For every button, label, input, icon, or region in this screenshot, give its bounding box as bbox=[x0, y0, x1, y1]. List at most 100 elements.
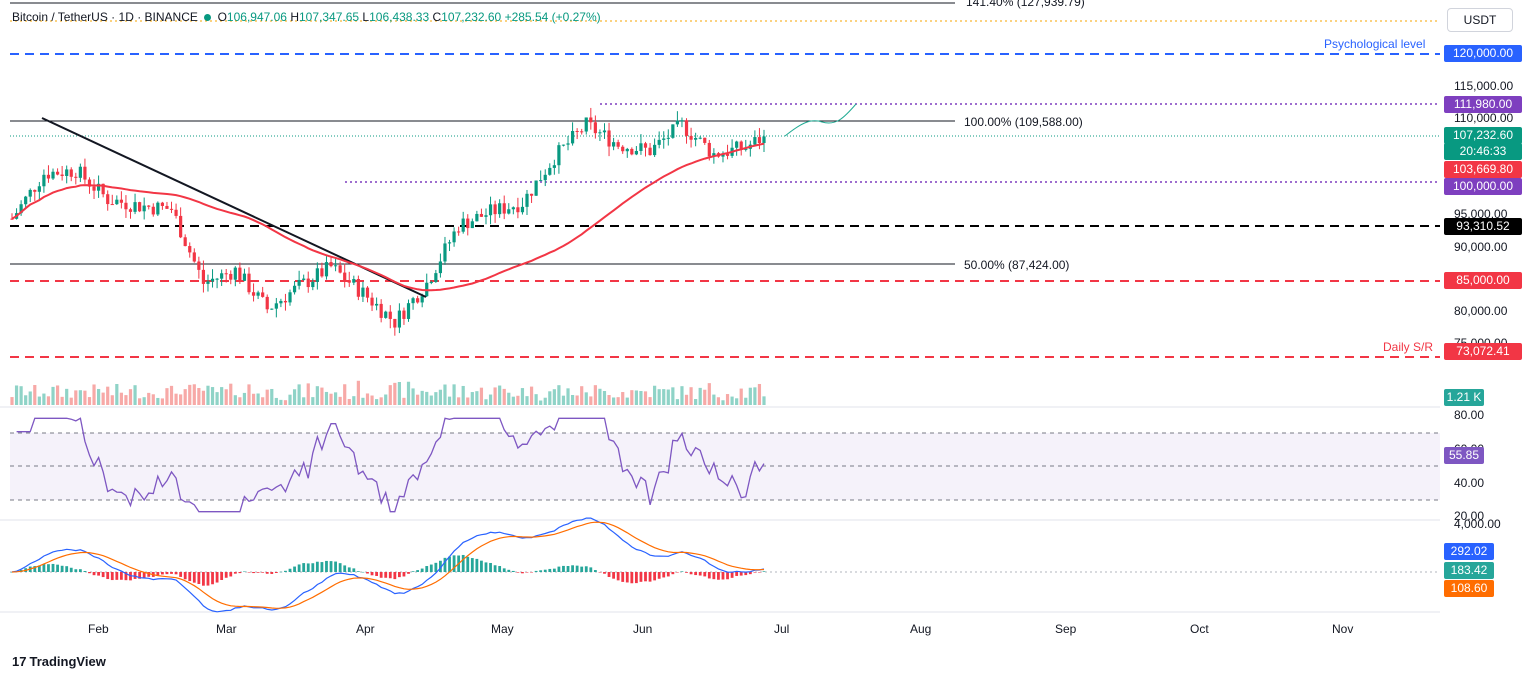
candle[interactable] bbox=[256, 292, 260, 296]
candle[interactable] bbox=[365, 287, 370, 298]
candle[interactable] bbox=[311, 281, 315, 288]
candle[interactable] bbox=[292, 285, 297, 293]
candle[interactable] bbox=[757, 137, 762, 144]
candle[interactable] bbox=[507, 209, 511, 214]
candle[interactable] bbox=[42, 174, 46, 187]
candle[interactable] bbox=[735, 141, 739, 148]
candle[interactable] bbox=[147, 205, 151, 207]
candle[interactable] bbox=[101, 183, 105, 195]
candle[interactable] bbox=[343, 272, 347, 281]
candle[interactable] bbox=[37, 186, 41, 192]
candle[interactable] bbox=[607, 130, 611, 147]
candle[interactable] bbox=[653, 144, 657, 156]
candle[interactable] bbox=[452, 231, 456, 243]
candle[interactable] bbox=[110, 204, 114, 206]
price-tag-last[interactable]: 107,232.60 bbox=[1444, 127, 1522, 144]
candle[interactable] bbox=[612, 142, 616, 147]
candle[interactable] bbox=[24, 196, 28, 205]
candle[interactable] bbox=[297, 279, 301, 286]
candle[interactable] bbox=[584, 117, 588, 132]
candle[interactable] bbox=[557, 145, 561, 166]
candle[interactable] bbox=[160, 202, 164, 206]
currency-selector[interactable]: USDT bbox=[1447, 8, 1513, 32]
candle[interactable] bbox=[725, 153, 730, 156]
candle[interactable] bbox=[283, 300, 288, 303]
candle[interactable] bbox=[201, 269, 206, 284]
candle[interactable] bbox=[675, 120, 680, 125]
price-tag-100000[interactable]: 100,000.00 bbox=[1444, 178, 1522, 195]
candle[interactable] bbox=[306, 278, 310, 288]
candle[interactable] bbox=[561, 144, 566, 146]
price-tag-85000[interactable]: 85,000.00 bbox=[1444, 272, 1522, 289]
candle[interactable] bbox=[338, 265, 342, 273]
candle[interactable] bbox=[689, 135, 693, 140]
candle[interactable] bbox=[484, 215, 488, 217]
projection-path[interactable] bbox=[784, 103, 857, 137]
candle[interactable] bbox=[466, 218, 470, 229]
candle[interactable] bbox=[115, 199, 119, 205]
candle[interactable] bbox=[721, 153, 725, 157]
candle[interactable] bbox=[762, 136, 766, 144]
candle[interactable] bbox=[51, 171, 55, 179]
psychological-level-label[interactable]: Psychological level bbox=[1324, 37, 1426, 51]
candle[interactable] bbox=[46, 174, 51, 179]
candle[interactable] bbox=[142, 205, 146, 212]
candle[interactable] bbox=[74, 176, 78, 178]
candle[interactable] bbox=[87, 179, 92, 187]
candle[interactable] bbox=[598, 132, 602, 134]
candle[interactable] bbox=[388, 311, 392, 319]
candle[interactable] bbox=[625, 148, 629, 152]
candle[interactable] bbox=[470, 221, 474, 229]
candle[interactable] bbox=[274, 303, 278, 309]
candle[interactable] bbox=[10, 218, 14, 220]
candle[interactable] bbox=[375, 303, 379, 306]
candle[interactable] bbox=[183, 237, 187, 247]
candle[interactable] bbox=[251, 292, 256, 296]
candle[interactable] bbox=[529, 193, 534, 196]
candle[interactable] bbox=[138, 202, 142, 212]
price-tag-93310[interactable]: 93,310.52 bbox=[1444, 218, 1522, 235]
candle[interactable] bbox=[662, 138, 666, 140]
candle[interactable] bbox=[242, 273, 247, 281]
candle[interactable] bbox=[475, 213, 479, 222]
candle[interactable] bbox=[680, 120, 684, 122]
candle[interactable] bbox=[580, 131, 584, 133]
candle[interactable] bbox=[106, 194, 110, 205]
candle[interactable] bbox=[19, 204, 23, 214]
candle[interactable] bbox=[55, 171, 60, 175]
candle[interactable] bbox=[498, 203, 502, 215]
candle[interactable] bbox=[165, 205, 169, 209]
candle[interactable] bbox=[694, 137, 698, 140]
candle[interactable] bbox=[315, 268, 319, 282]
candle[interactable] bbox=[156, 202, 160, 215]
candle[interactable] bbox=[703, 137, 707, 143]
candle[interactable] bbox=[128, 209, 133, 212]
candle[interactable] bbox=[411, 298, 415, 304]
candle[interactable] bbox=[215, 278, 219, 280]
candle[interactable] bbox=[443, 243, 447, 262]
candle[interactable] bbox=[270, 308, 274, 310]
candle[interactable] bbox=[174, 209, 178, 216]
candle[interactable] bbox=[65, 169, 69, 176]
price-tag-73072[interactable]: 73,072.41 bbox=[1444, 343, 1522, 360]
candle[interactable] bbox=[438, 261, 443, 274]
candle[interactable] bbox=[261, 292, 265, 297]
candle[interactable] bbox=[224, 273, 228, 275]
candle[interactable] bbox=[575, 131, 579, 133]
candle[interactable] bbox=[493, 204, 497, 215]
candle[interactable] bbox=[279, 300, 283, 304]
candle[interactable] bbox=[124, 202, 128, 210]
candle[interactable] bbox=[238, 267, 242, 281]
candle[interactable] bbox=[552, 165, 556, 168]
candle[interactable] bbox=[666, 137, 670, 139]
candle[interactable] bbox=[570, 131, 575, 144]
candle[interactable] bbox=[206, 281, 210, 284]
candle[interactable] bbox=[69, 169, 73, 177]
candle[interactable] bbox=[210, 278, 215, 282]
candle[interactable] bbox=[543, 174, 547, 181]
candle[interactable] bbox=[197, 261, 201, 270]
candle[interactable] bbox=[698, 137, 702, 139]
candle[interactable] bbox=[416, 298, 420, 303]
candle[interactable] bbox=[320, 268, 324, 277]
